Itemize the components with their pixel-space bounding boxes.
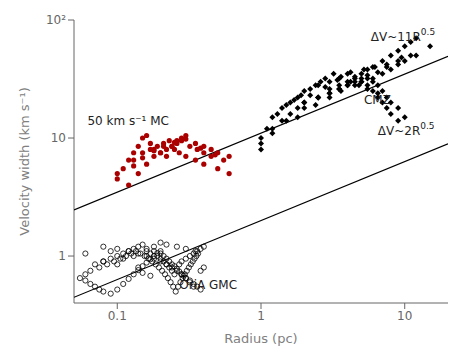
svg-text:10: 10	[51, 131, 66, 145]
svg-text:ΔV~2R0.5: ΔV~2R0.5	[378, 121, 435, 138]
svg-text:CMZ: CMZ	[364, 93, 391, 107]
svg-text:10²: 10²	[46, 13, 66, 27]
svg-text:Velocity width (km s⁻¹): Velocity width (km s⁻¹)	[17, 87, 32, 235]
svg-text:ΔV~11R0.5: ΔV~11R0.5	[371, 27, 435, 44]
svg-text:10: 10	[397, 309, 412, 323]
svg-text:1: 1	[58, 249, 66, 263]
svg-text:50 km s⁻¹ MC: 50 km s⁻¹ MC	[87, 114, 168, 128]
svg-text:Radius (pc): Radius (pc)	[224, 331, 297, 346]
svg-text:OriA GMC: OriA GMC	[179, 278, 237, 292]
svg-text:0.1: 0.1	[108, 309, 127, 323]
svg-text:1: 1	[257, 309, 265, 323]
